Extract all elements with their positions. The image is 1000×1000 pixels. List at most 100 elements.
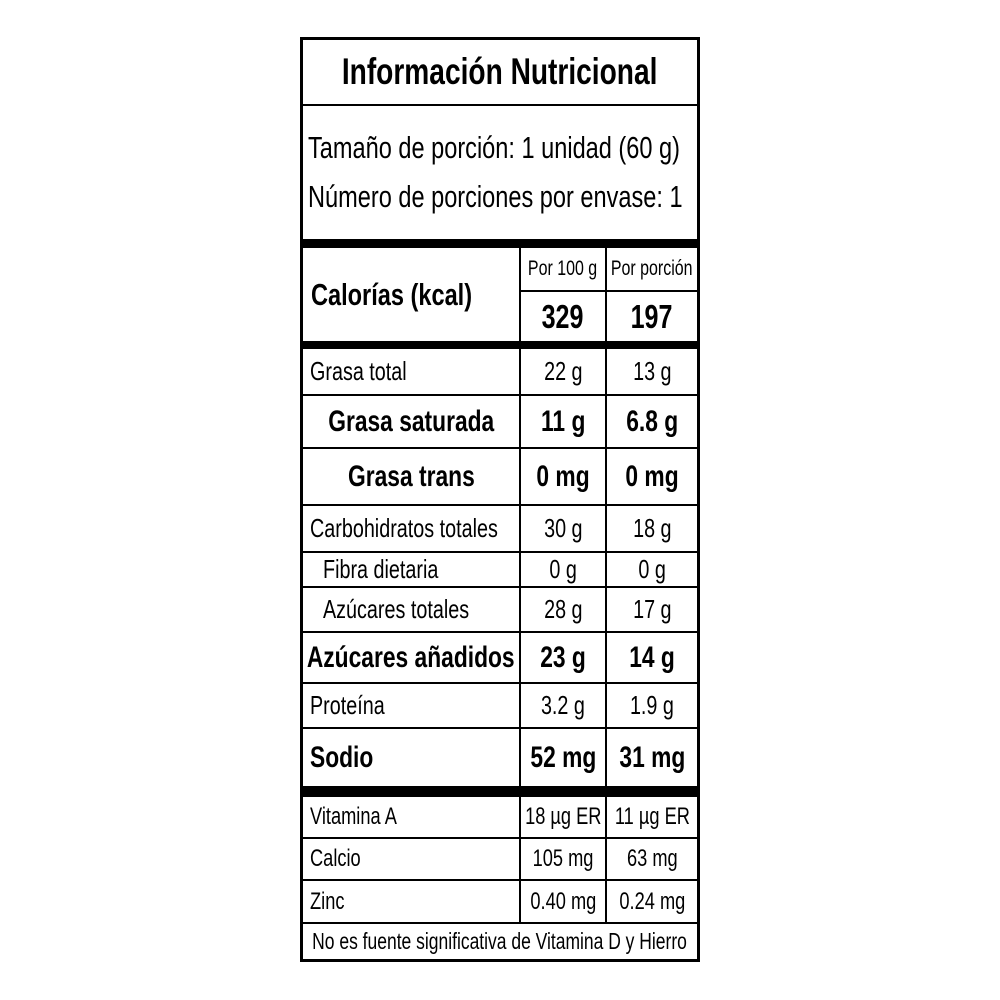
- thick-divider: [303, 786, 697, 797]
- value-per-portion-cell: 11 µg ER: [605, 797, 697, 837]
- calories-section: Calorías (kcal) Por 100 g Por porción 32…: [303, 248, 697, 341]
- nutrient-name-cell: Azúcares añadidos: [303, 633, 519, 682]
- nutrient-row-azucares-anadidos: Azúcares añadidos 23 g 14 g: [303, 631, 697, 682]
- calories-per-portion-cell: 197: [605, 292, 697, 341]
- value-per-100g-cell: 30 g: [519, 506, 605, 551]
- nutrient-name-cell: Zinc: [303, 881, 519, 922]
- value-per-100g: 30 g: [543, 513, 583, 543]
- calories-per-portion: 197: [631, 297, 673, 335]
- value-per-portion: 0 mg: [625, 459, 679, 493]
- nutrient-name: Fibra dietaria: [323, 554, 439, 584]
- per-portion-header-cell: Por porción: [605, 248, 697, 290]
- per-100g-header: Por 100 g: [528, 257, 598, 280]
- nutrition-label: Información Nutricional Tamaño de porció…: [300, 37, 700, 962]
- calories-label: Calorías (kcal): [311, 276, 473, 312]
- nutrient-name: Grasa trans: [347, 459, 475, 493]
- value-per-portion-cell: 63 mg: [605, 839, 697, 879]
- value-per-portion: 6.8 g: [626, 404, 678, 438]
- value-per-100g-cell: 18 µg ER: [519, 797, 605, 837]
- micronutrient-row-calcio: Calcio 105 mg 63 mg: [303, 837, 697, 879]
- value-per-portion: 1.9 g: [630, 690, 674, 720]
- value-per-portion: 0 g: [638, 554, 666, 584]
- nutrient-row-proteina: Proteína 3.2 g 1.9 g: [303, 682, 697, 727]
- value-per-100g-cell: 0 mg: [519, 449, 605, 504]
- value-per-100g: 0 mg: [536, 459, 590, 493]
- serving-size-line: Tamaño de porción: 1 unidad (60 g): [308, 130, 680, 165]
- value-per-portion: 18 g: [632, 513, 672, 543]
- calories-per-100g-cell: 329: [519, 292, 605, 341]
- nutrient-name: Zinc: [310, 887, 345, 915]
- nutrient-name: Sodio: [310, 740, 374, 774]
- nutrient-row-sodio: Sodio 52 mg 31 mg: [303, 727, 697, 786]
- calories-per-100g: 329: [542, 297, 584, 335]
- nutrient-name-cell: Grasa trans: [303, 449, 519, 504]
- value-per-100g: 22 g: [543, 356, 583, 386]
- calories-name-cell: Calorías (kcal): [303, 248, 519, 341]
- value-per-100g-cell: 3.2 g: [519, 684, 605, 727]
- value-per-portion: 11 µg ER: [614, 803, 690, 830]
- footnote-row: No es fuente significativa de Vitamina D…: [303, 922, 697, 959]
- value-per-100g: 18 µg ER: [524, 803, 602, 830]
- nutrient-name-cell: Fibra dietaria: [303, 553, 519, 586]
- value-per-portion-cell: 0 g: [605, 553, 697, 586]
- nutrient-name-cell: Grasa saturada: [303, 396, 519, 447]
- per-100g-header-cell: Por 100 g: [519, 248, 605, 290]
- nutrient-row-carbohidratos-totales: Carbohidratos totales 30 g 18 g: [303, 504, 697, 551]
- calories-values-row: 329 197: [519, 292, 697, 341]
- nutrient-name-cell: Calcio: [303, 839, 519, 879]
- column-headers-row: Por 100 g Por porción: [519, 248, 697, 292]
- value-per-portion-cell: 1.9 g: [605, 684, 697, 727]
- micronutrient-row-zinc: Zinc 0.40 mg 0.24 mg: [303, 879, 697, 922]
- value-per-100g-cell: 28 g: [519, 588, 605, 631]
- nutrient-name: Vitamina A: [310, 803, 397, 830]
- nutrient-row-grasa-total: Grasa total 22 g 13 g: [303, 349, 697, 394]
- thick-divider: [303, 239, 697, 248]
- nutrient-name-cell: Azúcares totales: [303, 588, 519, 631]
- value-per-portion: 17 g: [632, 594, 672, 624]
- nutrient-row-fibra-dietaria: Fibra dietaria 0 g 0 g: [303, 551, 697, 586]
- value-per-portion: 14 g: [629, 640, 675, 674]
- label-title-row: Información Nutricional: [303, 40, 697, 106]
- value-per-100g-cell: 11 g: [519, 396, 605, 447]
- value-per-100g-cell: 0 g: [519, 553, 605, 586]
- footnote-text: No es fuente significativa de Vitamina D…: [312, 928, 688, 954]
- nutrient-name-cell: Grasa total: [303, 349, 519, 394]
- value-per-100g: 0.40 mg: [530, 887, 596, 915]
- value-per-portion-cell: 14 g: [605, 633, 697, 682]
- value-per-portion-cell: 31 mg: [605, 729, 697, 786]
- nutrient-name: Grasa saturada: [327, 404, 495, 438]
- nutrient-name: Carbohidratos totales: [310, 513, 498, 543]
- nutrient-name: Calcio: [310, 845, 361, 872]
- nutrient-name: Azúcares añadidos: [307, 640, 515, 674]
- micronutrient-row-vitamina-a: Vitamina A 18 µg ER 11 µg ER: [303, 797, 697, 837]
- value-per-portion-cell: 17 g: [605, 588, 697, 631]
- value-per-portion: 31 mg: [619, 740, 685, 774]
- calories-values-block: Por 100 g Por porción 329 197: [519, 248, 697, 341]
- value-per-portion-cell: 0.24 mg: [605, 881, 697, 922]
- nutrient-row-grasa-saturada: Grasa saturada 11 g 6.8 g: [303, 394, 697, 447]
- thick-divider: [303, 341, 697, 349]
- nutrient-name: Grasa total: [310, 356, 407, 386]
- value-per-100g: 0 g: [549, 554, 577, 584]
- value-per-100g: 11 g: [540, 404, 586, 438]
- value-per-100g: 28 g: [543, 594, 583, 624]
- nutrient-name-cell: Sodio: [303, 729, 519, 786]
- value-per-portion: 0.24 mg: [619, 887, 685, 915]
- value-per-portion-cell: 18 g: [605, 506, 697, 551]
- servings-per-container-line: Número de porciones por envase: 1: [308, 179, 683, 214]
- nutrient-name: Azúcares totales: [323, 594, 470, 624]
- value-per-100g-cell: 52 mg: [519, 729, 605, 786]
- value-per-100g-cell: 22 g: [519, 349, 605, 394]
- value-per-portion-cell: 6.8 g: [605, 396, 697, 447]
- value-per-100g-cell: 23 g: [519, 633, 605, 682]
- value-per-100g-cell: 105 mg: [519, 839, 605, 879]
- value-per-100g-cell: 0.40 mg: [519, 881, 605, 922]
- nutrient-row-azucares-totales: Azúcares totales 28 g 17 g: [303, 586, 697, 631]
- nutrient-name: Proteína: [310, 690, 385, 720]
- value-per-portion-cell: 0 mg: [605, 449, 697, 504]
- nutrient-name-cell: Proteína: [303, 684, 519, 727]
- value-per-100g: 3.2 g: [541, 690, 585, 720]
- value-per-portion-cell: 13 g: [605, 349, 697, 394]
- value-per-100g: 23 g: [540, 640, 586, 674]
- nutrient-row-grasa-trans: Grasa trans 0 mg 0 mg: [303, 447, 697, 504]
